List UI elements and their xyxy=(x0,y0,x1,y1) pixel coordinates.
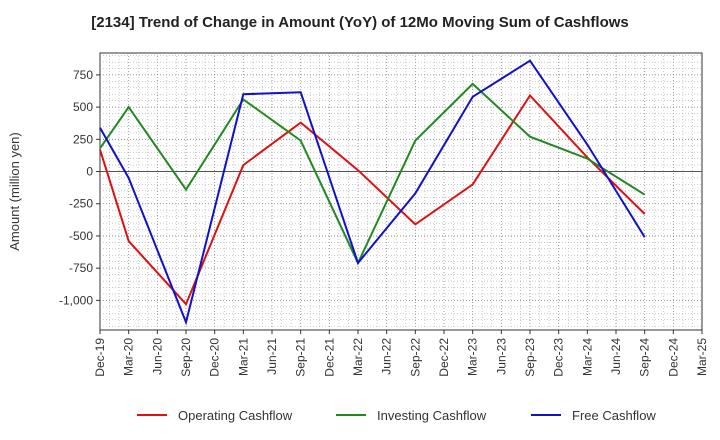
y-axis-label: Amount (million yen) xyxy=(7,132,22,251)
y-tick-label: 750 xyxy=(73,68,93,82)
x-tick-label: Jun-24 xyxy=(609,338,623,375)
series-line-free-cashflow xyxy=(99,59,646,326)
x-tick-label: Mar-22 xyxy=(351,338,365,376)
x-tick-label: Jun-22 xyxy=(380,338,394,375)
legend-label: Investing Cashflow xyxy=(377,408,487,423)
y-tick-label: 500 xyxy=(73,100,93,114)
x-tick-label: Sep-21 xyxy=(294,338,308,377)
chart-title: [2134] Trend of Change in Amount (YoY) o… xyxy=(91,14,629,31)
y-tick-label: -250 xyxy=(69,197,93,211)
x-tick-label: Sep-23 xyxy=(523,338,537,377)
axes: Dec-19 Mar-20 Jun-20 Sep-20 Dec-20 Mar-21 Jun-… xyxy=(7,68,709,377)
x-tick-label: Dec-22 xyxy=(437,338,451,377)
x-tick-label: Dec-23 xyxy=(552,338,566,377)
series-layer xyxy=(99,59,646,326)
plot-area xyxy=(99,52,703,331)
x-tick-label: Sep-20 xyxy=(179,338,193,377)
x-tick-label: Dec-19 xyxy=(93,338,107,377)
x-tick-label: Mar-21 xyxy=(236,338,250,376)
legend: Operating Cashflow Investing Cashflow Free… xyxy=(137,408,656,423)
x-tick-label: Dec-20 xyxy=(208,338,222,377)
x-tick-label: Jun-20 xyxy=(150,338,164,375)
y-tick-label: -750 xyxy=(69,261,93,275)
x-tick-label: Jun-21 xyxy=(265,338,279,375)
y-tick-label: 0 xyxy=(86,165,93,179)
x-tick-label: Jun-23 xyxy=(494,338,508,375)
x-tick-label: Sep-22 xyxy=(408,338,422,377)
series-line-operating-cashflow xyxy=(99,93,646,307)
legend-label: Free Cashflow xyxy=(572,408,656,423)
x-tick-label: Mar-23 xyxy=(466,338,480,376)
x-tick-label: Dec-21 xyxy=(322,338,336,377)
y-tick-label: -1,000 xyxy=(59,293,93,307)
y-tick-label: -500 xyxy=(69,229,93,243)
x-tick-label: Dec-24 xyxy=(666,338,680,377)
y-tick-label: 250 xyxy=(73,132,93,146)
x-tick-label: Mar-24 xyxy=(580,338,594,376)
x-tick-label: Mar-25 xyxy=(695,338,709,376)
legend-label: Operating Cashflow xyxy=(178,408,293,423)
x-tick-label: Mar-20 xyxy=(122,338,136,376)
x-tick-label: Sep-24 xyxy=(638,338,652,377)
